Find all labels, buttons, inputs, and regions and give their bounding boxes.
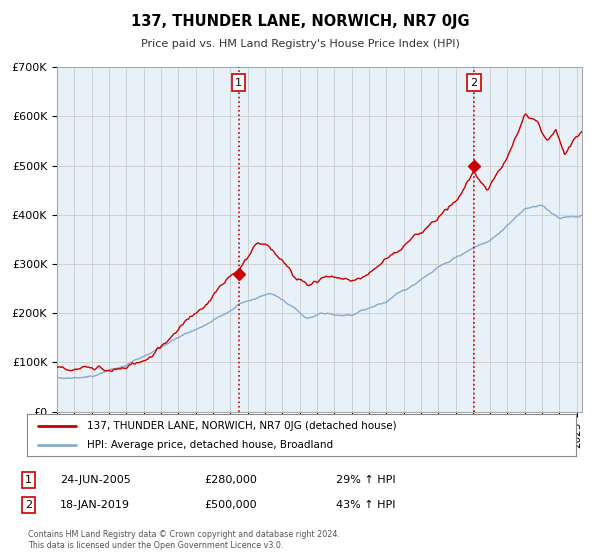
Text: Price paid vs. HM Land Registry's House Price Index (HPI): Price paid vs. HM Land Registry's House …: [140, 39, 460, 49]
Text: 2: 2: [25, 500, 32, 510]
Text: This data is licensed under the Open Government Licence v3.0.: This data is licensed under the Open Gov…: [28, 542, 284, 550]
Text: 24-JUN-2005: 24-JUN-2005: [60, 475, 131, 485]
Text: 2: 2: [470, 78, 477, 88]
Text: 29% ↑ HPI: 29% ↑ HPI: [336, 475, 395, 485]
Text: 43% ↑ HPI: 43% ↑ HPI: [336, 500, 395, 510]
Text: 1: 1: [235, 78, 242, 88]
Text: 137, THUNDER LANE, NORWICH, NR7 0JG: 137, THUNDER LANE, NORWICH, NR7 0JG: [131, 14, 469, 29]
Text: Contains HM Land Registry data © Crown copyright and database right 2024.: Contains HM Land Registry data © Crown c…: [28, 530, 340, 539]
Text: £500,000: £500,000: [204, 500, 257, 510]
Text: £280,000: £280,000: [204, 475, 257, 485]
Text: 18-JAN-2019: 18-JAN-2019: [60, 500, 130, 510]
Text: HPI: Average price, detached house, Broadland: HPI: Average price, detached house, Broa…: [88, 440, 334, 450]
Text: 1: 1: [25, 475, 32, 485]
Text: 137, THUNDER LANE, NORWICH, NR7 0JG (detached house): 137, THUNDER LANE, NORWICH, NR7 0JG (det…: [88, 421, 397, 431]
